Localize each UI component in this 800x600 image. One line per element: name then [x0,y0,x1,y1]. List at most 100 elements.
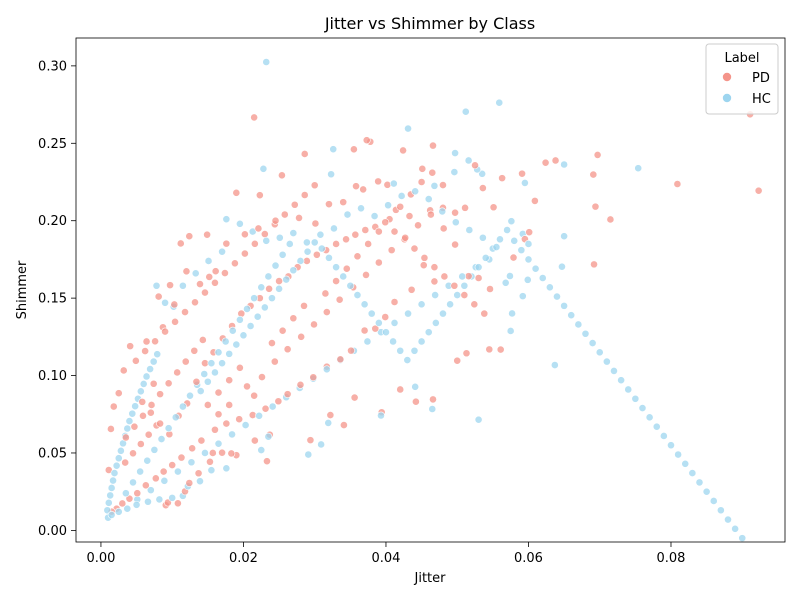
point-hc [667,441,675,450]
point-pd [214,388,223,397]
point-hc [144,497,152,506]
point-pd [118,499,127,508]
x-tick-label: 0.00 [86,551,115,566]
legend-marker-pd [722,72,732,82]
point-pd [470,300,479,309]
point-hc [431,291,440,299]
point-pd [450,281,459,290]
point-pd [589,170,598,179]
point-pd [188,444,197,453]
point-pd [248,411,257,419]
point-hc [155,495,164,504]
point-pd [214,410,223,419]
point-hc [550,361,559,369]
point-pd [360,326,369,335]
point-pd [125,494,134,503]
point-pd [290,200,299,209]
point-hc [330,224,338,233]
point-hc [228,326,237,335]
point-hc [503,226,511,234]
point-hc [160,476,169,485]
point-pd [227,449,236,458]
point-hc [104,498,113,507]
point-pd [250,113,259,122]
point-hc [161,298,169,307]
point-hc [152,281,161,290]
point-pd [192,377,201,386]
point-pd [309,373,318,382]
point-hc [382,328,390,337]
point-pd [464,272,473,281]
point-pd [126,342,135,351]
point-hc [139,380,148,388]
point-hc [278,250,287,259]
point-pd [525,228,534,237]
point-hc [581,329,590,338]
point-pd [335,295,344,304]
point-pd [489,203,498,212]
point-pd [351,230,360,239]
point-hc [203,377,212,386]
point-pd [139,411,147,420]
point-hc [389,179,398,188]
point-pd [300,150,309,158]
point-hc [136,387,145,396]
point-hc [731,524,740,533]
point-hc [275,284,283,293]
point-pd [606,215,615,224]
point-pd [498,174,507,183]
point-pd [263,457,271,466]
point-hc [114,454,123,463]
point-pd [280,210,289,219]
point-pd [278,171,286,180]
point-pd [185,232,194,241]
point-pd [461,203,469,212]
point-pd [222,239,231,248]
point-pd [306,436,315,445]
point-pd [429,141,437,150]
point-pd [419,261,428,270]
point-pd [121,433,130,442]
point-pd [471,161,479,170]
point-pd [130,422,139,431]
point-hc [474,415,483,424]
point-hc [417,300,426,309]
point-hc [738,534,747,543]
point-hc [187,458,196,467]
point-pd [191,298,199,307]
point-hc [384,201,392,210]
x-tick-label: 0.02 [229,551,258,566]
point-hc [518,292,527,301]
point-hc [200,370,209,378]
legend: Label PD HC [705,43,779,115]
point-pd [129,449,137,458]
point-hc [681,459,690,468]
point-hc [246,322,255,330]
point-hc [304,450,313,459]
point-hc [178,281,187,290]
point-hc [631,394,640,403]
point-pd [374,258,383,267]
point-pd [325,200,333,209]
point-hc [430,181,439,190]
point-hc [268,402,277,411]
point-hc [121,489,130,498]
point-hc [222,215,231,224]
point-pd [353,252,362,261]
point-hc [451,218,460,227]
point-hc [411,382,420,391]
point-hc [262,58,271,66]
point-pd [350,393,359,402]
point-hc [411,187,420,196]
point-hc [346,281,355,290]
chart-title: Jitter vs Shimmer by Class [324,14,535,33]
point-pd [332,277,340,285]
point-hc [501,278,510,287]
point-hc [107,484,116,492]
point-pd [374,227,383,236]
point-hc [125,417,134,425]
point-hc [617,376,626,385]
point-pd [278,326,287,335]
point-pd [593,150,602,159]
point-pd [361,226,370,234]
